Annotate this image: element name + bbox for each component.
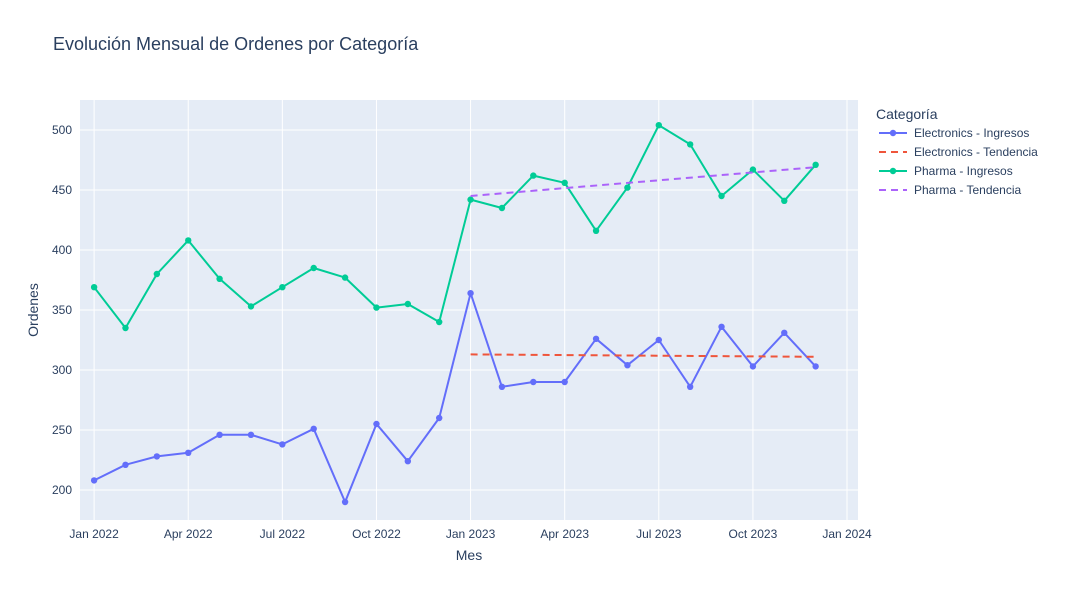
data-point: [624, 184, 631, 191]
x-tick-label: Oct 2022: [352, 527, 401, 541]
data-point: [153, 270, 161, 278]
data-point: [90, 477, 98, 484]
legend-label: Pharma - Ingresos: [914, 164, 1013, 178]
data-point: [404, 458, 412, 465]
legend-marker: [889, 129, 897, 137]
data-point: [781, 329, 788, 336]
data-point: [216, 275, 223, 282]
data-point: [749, 363, 757, 370]
series-line: [93, 124, 817, 329]
series-3: [470, 166, 816, 197]
series-2: [90, 122, 819, 332]
legend-title: Categoría: [876, 106, 938, 122]
data-point: [592, 335, 600, 342]
data-point: [341, 274, 349, 281]
data-point: [373, 304, 380, 311]
legend-label: Pharma - Tendencia: [914, 183, 1022, 197]
data-point: [373, 420, 380, 428]
x-tick-label: Apr 2022: [164, 527, 213, 541]
x-tick-label: Oct 2023: [729, 527, 778, 541]
data-point: [812, 363, 819, 370]
legend-item[interactable]: Pharma - Ingresos: [879, 164, 1013, 178]
series-line: [470, 353, 816, 358]
data-point: [310, 264, 317, 272]
y-axis-ticks: 200 250 300 350 400 450 500: [52, 123, 72, 497]
x-tick-label: Apr 2023: [540, 527, 589, 541]
data-point: [435, 318, 443, 326]
data-point: [310, 425, 317, 432]
x-tick-label: Jan 2022: [69, 527, 119, 541]
data-point: [561, 378, 568, 386]
data-point: [686, 141, 694, 148]
x-axis-title: Mes: [456, 547, 482, 563]
data-point: [279, 441, 286, 448]
data-point: [247, 303, 255, 310]
data-point: [122, 324, 129, 332]
data-point: [247, 431, 255, 438]
data-point: [561, 179, 568, 186]
data-point: [467, 290, 474, 297]
x-tick-label: Jan 2024: [822, 527, 872, 541]
series-0: [90, 290, 819, 506]
legend-item[interactable]: Electronics - Tendencia: [879, 145, 1038, 159]
legend-item[interactable]: Electronics - Ingresos: [879, 126, 1029, 140]
series-line: [93, 292, 817, 503]
y-tick-label: 200: [52, 483, 72, 497]
y-tick-label: 450: [52, 183, 72, 197]
data-point: [749, 166, 757, 173]
series-line: [470, 166, 816, 197]
data-point: [655, 336, 662, 344]
data-point: [122, 461, 129, 468]
series-layer: [90, 122, 819, 506]
y-tick-label: 500: [52, 123, 72, 137]
data-point: [185, 237, 192, 244]
data-point: [530, 378, 537, 386]
data-point: [592, 227, 600, 234]
legend: Categoría Electronics - Ingresos Electron…: [876, 106, 1038, 197]
y-axis-title: Ordenes: [25, 283, 41, 337]
y-tick-label: 400: [52, 243, 72, 257]
data-point: [185, 449, 192, 456]
data-point: [279, 284, 286, 291]
legend-label: Electronics - Tendencia: [914, 145, 1038, 159]
data-point: [341, 498, 349, 506]
y-tick-label: 350: [52, 303, 72, 317]
data-point: [686, 383, 694, 390]
data-point: [718, 323, 725, 330]
chart-title: Evolución Mensual de Ordenes por Categor…: [53, 34, 419, 54]
data-point: [216, 431, 223, 438]
data-point: [435, 414, 443, 422]
legend-item[interactable]: Pharma - Tendencia: [879, 183, 1022, 197]
data-point: [781, 197, 788, 204]
x-tick-label: Jan 2023: [446, 527, 496, 541]
data-point: [498, 204, 506, 212]
data-point: [530, 172, 537, 179]
data-point: [624, 362, 631, 369]
series-1: [470, 353, 816, 358]
y-tick-label: 250: [52, 423, 72, 437]
legend-label: Electronics - Ingresos: [914, 126, 1029, 140]
data-point: [655, 122, 662, 129]
x-tick-label: Jul 2023: [636, 527, 682, 541]
data-point: [90, 284, 98, 291]
y-tick-label: 300: [52, 363, 72, 377]
data-point: [812, 161, 819, 168]
x-tick-label: Jul 2022: [260, 527, 306, 541]
data-point: [718, 192, 725, 200]
data-point: [153, 453, 161, 460]
legend-marker: [889, 167, 897, 175]
data-point: [404, 300, 412, 308]
x-axis-ticks: Jan 2022 Apr 2022 Jul 2022 Oct 2022 Jan 2023…: [69, 527, 872, 541]
data-point: [498, 383, 506, 390]
data-point: [467, 196, 474, 203]
